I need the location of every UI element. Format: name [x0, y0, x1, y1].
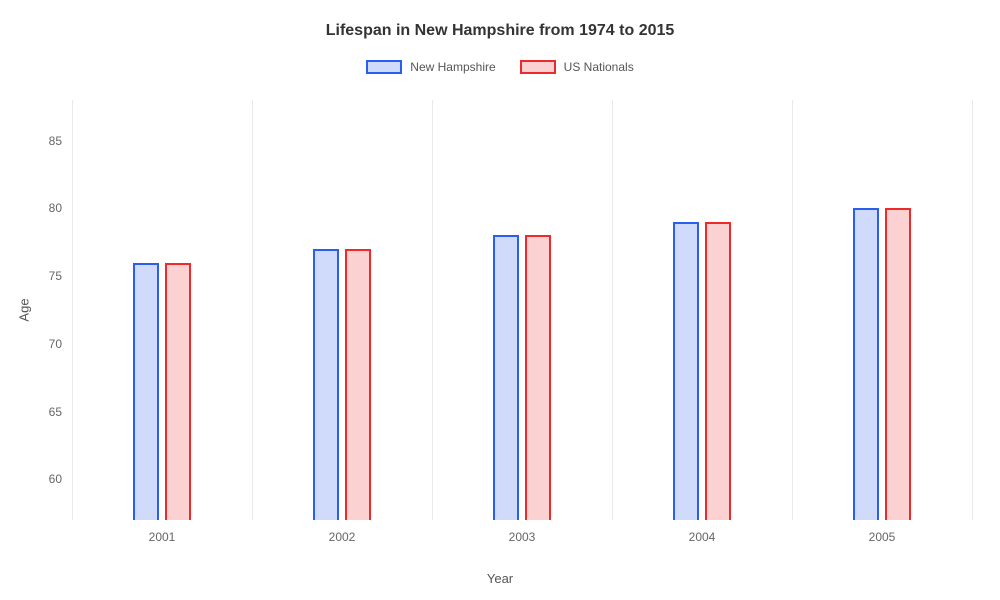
bar: [165, 263, 191, 520]
gridline: [612, 100, 613, 520]
y-tick-label: 65: [49, 405, 62, 419]
y-tick-label: 60: [49, 472, 62, 486]
legend-label: US Nationals: [564, 60, 634, 74]
bar: [853, 208, 879, 520]
x-tick-label: 2004: [689, 530, 716, 544]
legend-swatch: [366, 60, 402, 74]
gridline: [72, 100, 73, 520]
x-tick-label: 2001: [149, 530, 176, 544]
gridline: [972, 100, 973, 520]
bar: [525, 235, 551, 520]
y-tick-label: 70: [49, 337, 62, 351]
plot-area: 60657075808520012002200320042005: [72, 100, 972, 520]
bar: [673, 222, 699, 520]
y-axis-title: Age: [17, 298, 32, 321]
x-tick-label: 2002: [329, 530, 356, 544]
legend-swatch: [520, 60, 556, 74]
y-tick-label: 85: [49, 134, 62, 148]
legend: New Hampshire US Nationals: [0, 60, 1000, 74]
legend-label: New Hampshire: [410, 60, 495, 74]
gridline: [792, 100, 793, 520]
bar: [493, 235, 519, 520]
chart-container: Lifespan in New Hampshire from 1974 to 2…: [0, 0, 1000, 600]
x-tick-label: 2003: [509, 530, 536, 544]
bar: [133, 263, 159, 520]
bar: [705, 222, 731, 520]
legend-item: New Hampshire: [366, 60, 495, 74]
bar: [313, 249, 339, 520]
legend-item: US Nationals: [520, 60, 634, 74]
gridline: [252, 100, 253, 520]
bar: [345, 249, 371, 520]
y-tick-label: 80: [49, 201, 62, 215]
gridline: [432, 100, 433, 520]
chart-title: Lifespan in New Hampshire from 1974 to 2…: [0, 0, 1000, 40]
bar: [885, 208, 911, 520]
x-axis-title: Year: [487, 571, 513, 586]
x-tick-label: 2005: [869, 530, 896, 544]
y-tick-label: 75: [49, 269, 62, 283]
